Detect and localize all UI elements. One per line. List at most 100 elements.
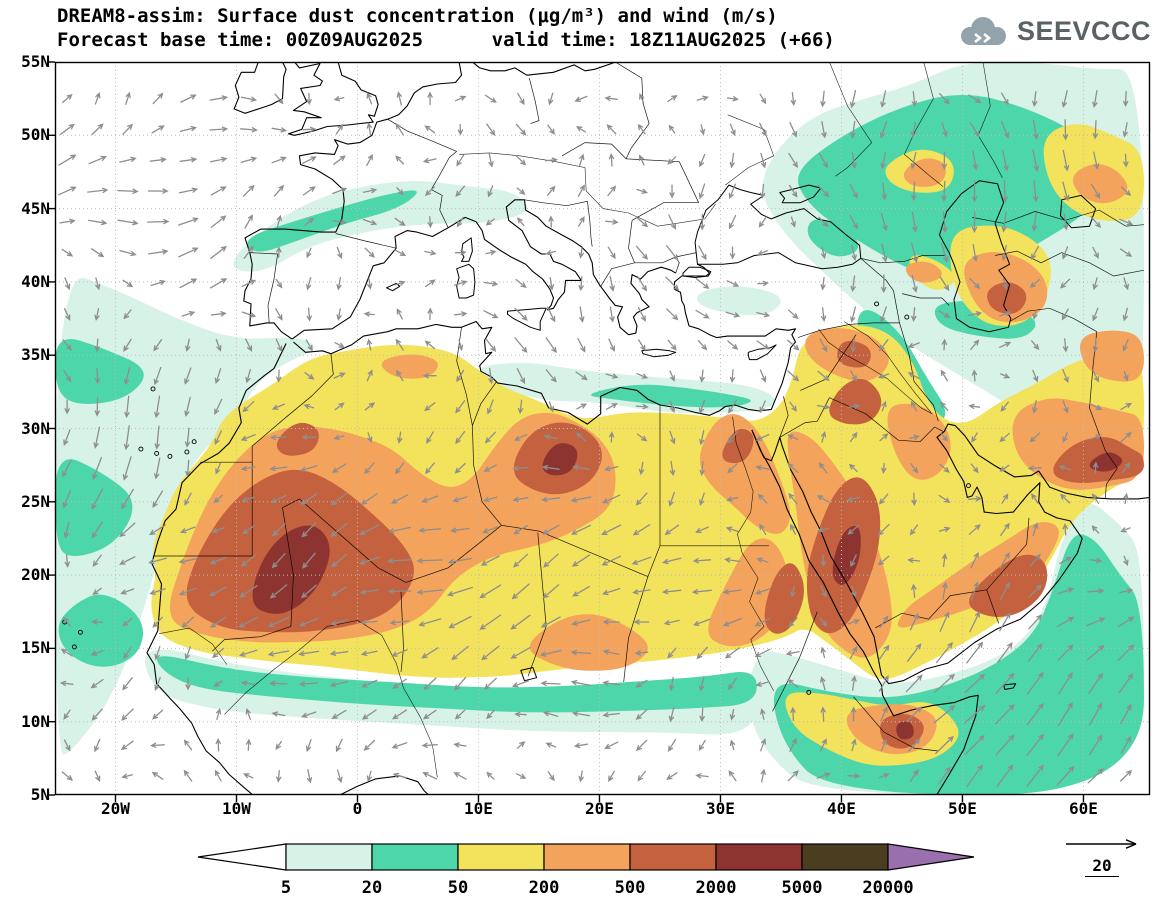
country-border <box>615 62 700 203</box>
island-outline <box>806 689 812 695</box>
water-body-outline <box>747 344 777 361</box>
country-border <box>986 517 1030 591</box>
dust-region-level-4 <box>905 261 942 283</box>
lat-tick-label: 20N <box>21 565 50 585</box>
country-border <box>995 250 1145 277</box>
dust-region-level-5 <box>722 428 754 464</box>
country-border <box>779 397 830 438</box>
country-border <box>600 220 636 287</box>
wind-reference-underline <box>1085 876 1119 877</box>
legend-segment <box>629 843 717 871</box>
coastline <box>233 62 287 114</box>
island-outline <box>904 314 910 320</box>
river <box>732 416 774 692</box>
dust-region-level-5 <box>276 422 319 456</box>
legend-label: 20 <box>362 878 382 898</box>
dust-region-level-4 <box>1072 164 1128 204</box>
legend-segment <box>801 843 889 871</box>
legend: 5 20 50 200 500 2000 5000 20000 <box>196 841 978 903</box>
lon-tick-label: 20E <box>585 799 614 818</box>
lat-tick-label: 40N <box>21 271 50 291</box>
country-border <box>634 252 697 264</box>
country-border <box>860 255 946 264</box>
river <box>459 152 716 227</box>
lon-tick-label: 0 <box>352 799 363 818</box>
dust-region-level-6 <box>252 525 330 614</box>
legend-right-arrow <box>887 843 975 871</box>
water-body-outline <box>682 266 712 278</box>
lat-tick-label: 30N <box>21 418 50 438</box>
wind-reference: 20 <box>1058 834 1146 877</box>
water-body-outline <box>779 184 822 204</box>
lon-tick-label: 30E <box>706 799 735 818</box>
island-outline <box>77 629 83 635</box>
legend-label: 200 <box>529 878 560 898</box>
legend-colorbar: 5 20 50 200 500 2000 5000 20000 <box>197 843 975 898</box>
country-border <box>472 381 497 426</box>
legend-segment <box>371 843 459 871</box>
lon-tick-label: 50E <box>948 799 977 818</box>
water-body-outline <box>939 180 1012 333</box>
island-outline <box>138 446 144 452</box>
dust-region-level-2 <box>591 384 751 408</box>
country-border <box>251 353 334 463</box>
country-border <box>899 322 939 422</box>
lat-tick-label: 45N <box>21 198 50 218</box>
water-body-outline <box>507 307 547 331</box>
country-border <box>335 233 397 249</box>
water-body-outline <box>694 184 862 270</box>
dust-region-level-5 <box>987 282 1027 314</box>
coastline <box>291 199 676 340</box>
water-body-outline <box>456 263 476 299</box>
water-body-outline <box>461 237 473 262</box>
wind-vectors <box>58 89 1135 788</box>
dust-region-level-1 <box>697 286 781 316</box>
country-border <box>875 589 987 629</box>
island-outline <box>874 301 880 307</box>
legend-segment <box>715 843 803 871</box>
water-body-outline <box>1003 683 1017 690</box>
lon-tick-label: 20W <box>101 799 130 818</box>
wind-reference-arrow <box>1066 839 1137 849</box>
river <box>725 114 775 186</box>
country-border <box>528 78 540 124</box>
dust-region-level-5 <box>764 563 804 634</box>
country-border <box>829 397 921 443</box>
country-border <box>561 142 627 160</box>
country-border <box>153 462 253 557</box>
country-border <box>772 658 800 712</box>
dust-region-level-2 <box>807 219 859 257</box>
water-body-outline <box>641 348 677 358</box>
dust-region-level-4 <box>897 522 1059 628</box>
lat-tick-label: 10N <box>21 711 50 731</box>
country-border <box>456 327 473 426</box>
title-line-1: DREAM8-assim: Surface dust concentration… <box>57 5 778 27</box>
dust-region-level-2 <box>797 94 1111 280</box>
lat-tick-label: 55N <box>21 52 50 71</box>
dust-region-level-2 <box>156 656 757 713</box>
legend-label: 2000 <box>696 878 737 898</box>
river <box>818 328 933 415</box>
island-outline <box>167 453 173 459</box>
island-outline <box>154 450 160 456</box>
river <box>843 321 932 413</box>
river <box>829 62 873 177</box>
cloud-icon <box>960 17 1006 45</box>
island-outline <box>71 644 77 650</box>
country-border <box>405 525 502 583</box>
coastline <box>751 429 979 795</box>
country-border <box>901 293 950 306</box>
island-outline <box>966 483 971 489</box>
lon-tick-label: 10W <box>222 799 251 818</box>
legend-segment <box>543 843 631 871</box>
water-body-outline <box>1060 194 1097 229</box>
dust-region-level-6 <box>896 721 914 740</box>
lat-tick-label: 35N <box>21 345 50 365</box>
country-border <box>387 118 457 152</box>
country-border <box>919 426 944 442</box>
country-border <box>249 252 279 323</box>
country-border <box>853 696 939 752</box>
legend-label: 20000 <box>862 878 913 898</box>
lon-tick-label: 10E <box>464 799 493 818</box>
